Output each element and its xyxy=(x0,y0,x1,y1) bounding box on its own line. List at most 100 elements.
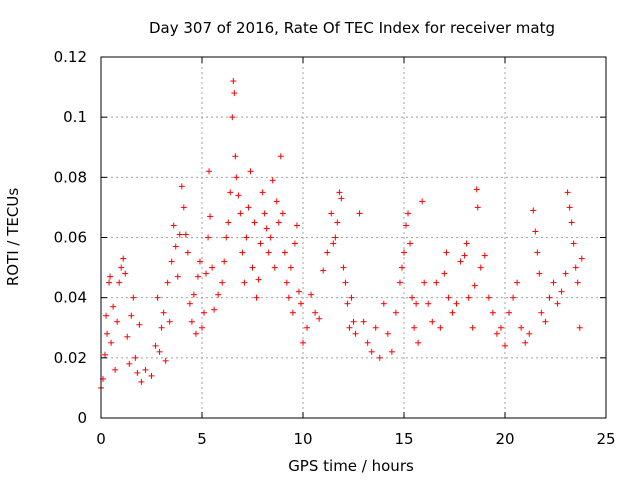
data-point xyxy=(156,348,163,355)
data-point xyxy=(350,318,357,325)
data-point xyxy=(130,294,137,301)
data-point xyxy=(291,240,298,247)
data-point xyxy=(433,279,440,286)
data-point xyxy=(136,321,143,328)
data-point xyxy=(419,198,426,205)
data-point xyxy=(376,354,383,361)
data-point xyxy=(102,351,109,358)
data-point xyxy=(372,324,379,331)
data-point xyxy=(138,378,145,385)
data-point xyxy=(271,264,278,271)
data-point xyxy=(230,78,237,85)
data-point xyxy=(166,318,173,325)
data-point xyxy=(297,300,304,307)
data-point xyxy=(425,300,432,307)
data-point xyxy=(542,318,549,325)
data-point xyxy=(168,258,175,265)
data-point xyxy=(192,330,199,337)
data-point xyxy=(403,222,410,229)
data-point xyxy=(176,231,183,238)
data-point xyxy=(340,264,347,271)
x-axis-label: GPS time / hours xyxy=(288,457,414,475)
data-point xyxy=(255,276,262,283)
x-tick-label: 15 xyxy=(394,430,413,448)
data-point xyxy=(122,270,129,277)
data-point xyxy=(287,264,294,271)
data-point xyxy=(578,255,585,262)
data-point xyxy=(118,264,125,271)
data-point xyxy=(243,234,250,241)
data-point xyxy=(172,243,179,250)
data-point xyxy=(457,258,464,265)
y-tick-label: 0.12 xyxy=(54,48,87,66)
data-point xyxy=(330,240,337,247)
data-point xyxy=(465,294,472,301)
data-point xyxy=(251,219,258,226)
data-point xyxy=(550,279,557,286)
data-point xyxy=(235,192,242,199)
data-point xyxy=(257,240,264,247)
data-point xyxy=(497,324,504,331)
data-point xyxy=(154,294,161,301)
data-point xyxy=(148,372,155,379)
data-point xyxy=(304,324,311,331)
data-point xyxy=(368,348,375,355)
data-point xyxy=(336,189,343,196)
data-point xyxy=(103,312,110,319)
data-point xyxy=(104,330,111,337)
data-point xyxy=(441,270,448,277)
y-tick-label: 0.02 xyxy=(54,349,87,367)
y-tick-label: 0 xyxy=(77,409,87,427)
data-point xyxy=(201,309,208,316)
data-point xyxy=(295,288,302,295)
data-point xyxy=(443,249,450,256)
x-tick-label: 0 xyxy=(96,430,106,448)
data-point xyxy=(566,204,573,211)
data-point xyxy=(477,264,484,271)
y-axis-label: ROTI / TECUs xyxy=(4,188,22,286)
data-point xyxy=(134,369,141,376)
data-point xyxy=(554,300,561,307)
data-point xyxy=(536,270,543,277)
data-point xyxy=(196,258,203,265)
data-point xyxy=(232,153,239,160)
data-point xyxy=(324,249,331,256)
data-point xyxy=(164,279,171,286)
x-tick-label: 5 xyxy=(197,430,207,448)
data-point xyxy=(120,255,127,262)
data-point xyxy=(265,249,272,256)
data-point xyxy=(289,309,296,316)
data-point xyxy=(114,318,121,325)
data-point xyxy=(231,90,238,97)
data-point xyxy=(267,234,274,241)
data-point xyxy=(405,210,412,217)
data-point xyxy=(160,309,167,316)
data-point xyxy=(126,360,133,367)
tick-label-layer: 0 5 10 15 20 25 0 0.02 0.04 0.06 0.08 0.1 0.12 xyxy=(54,48,616,448)
data-point xyxy=(316,315,323,322)
data-point xyxy=(437,324,444,331)
data-point xyxy=(229,114,236,121)
data-point xyxy=(558,288,565,295)
data-point xyxy=(312,309,319,316)
data-point xyxy=(396,279,403,286)
data-point xyxy=(360,318,367,325)
data-point xyxy=(469,324,476,331)
data-point xyxy=(275,219,282,226)
data-point xyxy=(199,324,205,331)
data-point xyxy=(239,249,246,256)
y-tick-label: 0.06 xyxy=(54,229,87,247)
data-point xyxy=(259,189,266,196)
data-point xyxy=(107,273,114,280)
data-point xyxy=(241,279,248,286)
data-point xyxy=(570,240,577,247)
data-point xyxy=(209,264,216,271)
data-point xyxy=(562,270,569,277)
data-point xyxy=(106,279,113,286)
data-point xyxy=(188,318,195,325)
y-tick-label: 0.1 xyxy=(63,108,87,126)
data-point xyxy=(526,330,533,337)
data-point xyxy=(493,330,500,337)
data-point xyxy=(178,183,185,190)
data-point xyxy=(401,249,407,256)
